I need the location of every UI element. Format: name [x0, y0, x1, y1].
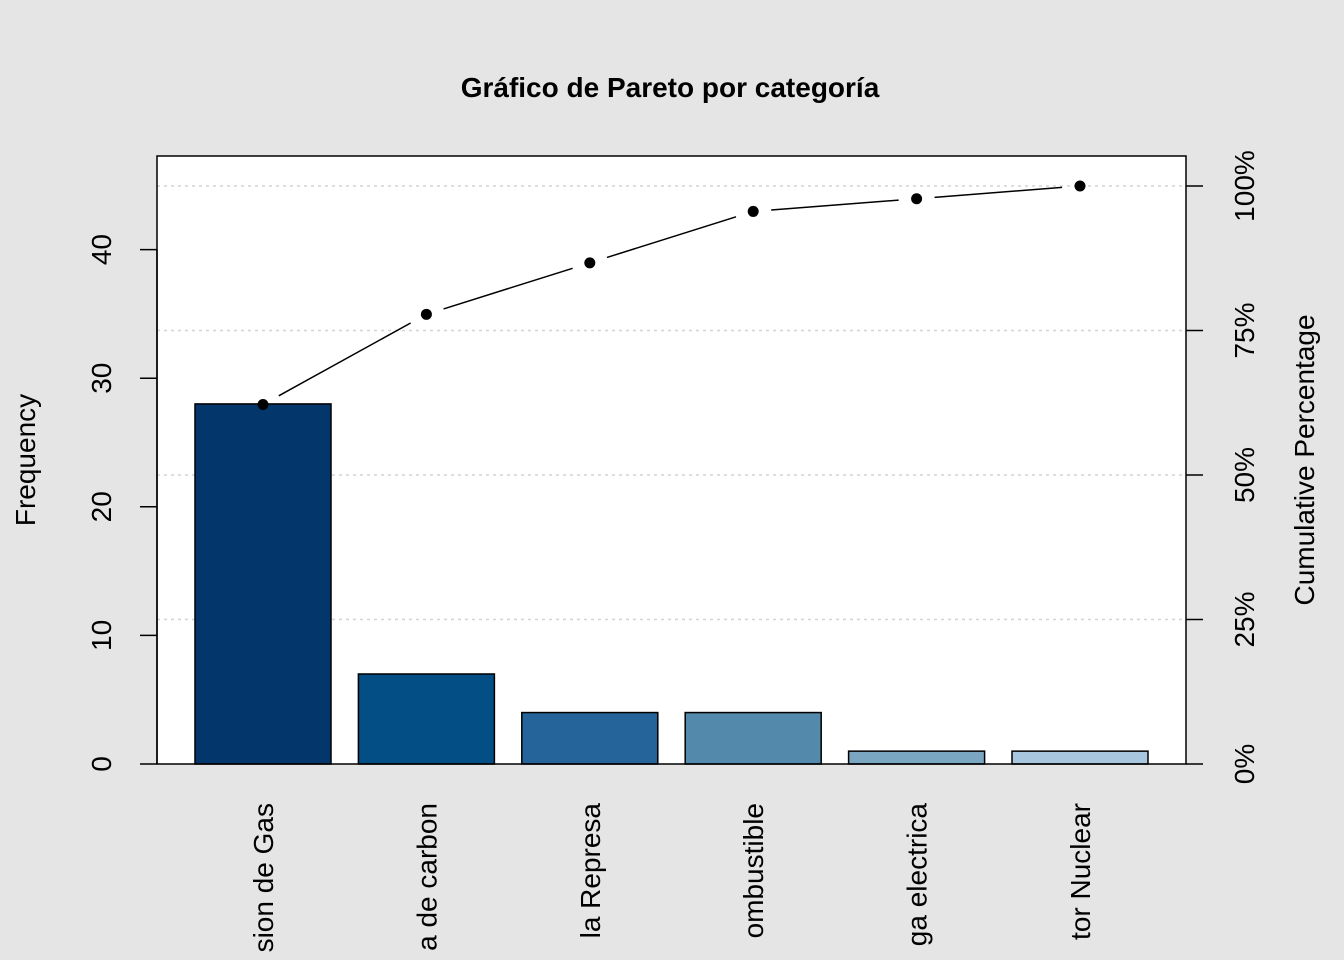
category-labels: sion de Gas a de carbon la Represa ombustib… — [248, 803, 1096, 953]
bar — [847, 750, 986, 765]
y2-tick-label: 100% — [1229, 150, 1260, 222]
cumulative-segment — [606, 216, 737, 259]
y-tick-label: 40 — [86, 234, 117, 265]
bars — [194, 403, 1149, 765]
y2-tick-label: 0% — [1229, 744, 1260, 784]
category-label: sion de Gas — [248, 803, 279, 952]
chart-title: Gráfico de Pareto por categoría — [461, 72, 880, 103]
cumulative-line — [257, 180, 1086, 410]
cumulative-point — [584, 257, 596, 269]
category-label: ga electrica — [902, 803, 933, 947]
cumulative-point — [420, 308, 432, 320]
cumulative-segment — [771, 199, 899, 211]
y-tick-label: 0 — [86, 756, 117, 772]
cumulative-segment — [443, 267, 573, 310]
bar — [1011, 750, 1149, 765]
y2-tick-label: 50% — [1229, 447, 1260, 503]
y-axis-label: Frequency — [10, 394, 41, 526]
bar — [194, 403, 332, 765]
category-label: la Represa — [575, 803, 606, 939]
bar — [357, 673, 496, 765]
y2-tick-label: 75% — [1229, 302, 1260, 358]
y-tick-label: 30 — [86, 363, 117, 394]
cumulative-point — [1074, 180, 1086, 192]
y-tick-label: 10 — [86, 620, 117, 651]
cumulative-point — [257, 398, 269, 410]
cumulative-point — [911, 193, 923, 205]
left-axis: 0 10 20 30 40 — [86, 234, 158, 772]
category-label: tor Nuclear — [1065, 803, 1096, 940]
cumulative-segment — [278, 322, 412, 397]
y2-axis-label: Cumulative Percentage — [1289, 314, 1320, 605]
right-axis: 0% 25% 50% 75% 100% — [1186, 150, 1260, 784]
bar — [684, 711, 822, 765]
category-label: ombustible — [738, 803, 769, 938]
cumulative-segment — [934, 186, 1063, 199]
bar — [521, 711, 659, 765]
category-label: a de carbon — [411, 803, 442, 951]
y2-tick-label: 25% — [1229, 591, 1260, 647]
y-tick-label: 20 — [86, 491, 117, 522]
cumulative-point — [747, 205, 759, 217]
